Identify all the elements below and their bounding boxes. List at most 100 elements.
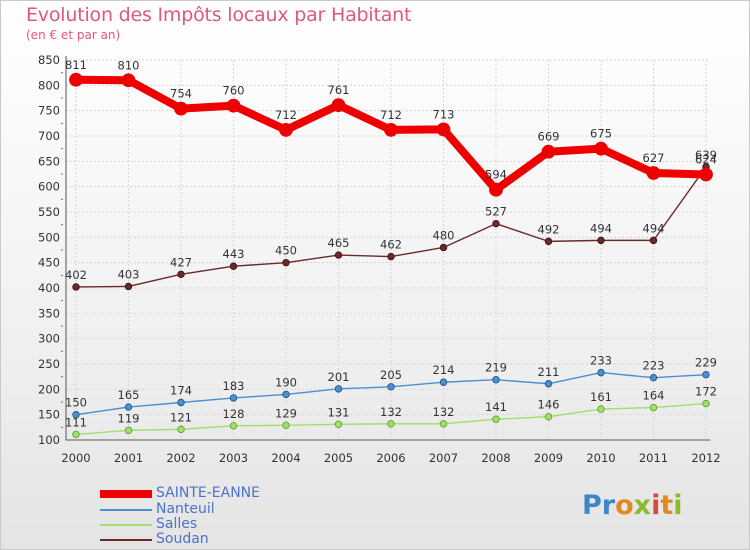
data-point xyxy=(334,385,343,393)
data-label: 443 xyxy=(223,247,245,261)
y-tick-label: 350 xyxy=(38,306,60,320)
y-tick-label: 550 xyxy=(38,205,60,219)
x-tick-label: 2004 xyxy=(271,451,300,465)
data-label: 214 xyxy=(433,363,455,377)
data-label: 713 xyxy=(433,107,455,121)
x-tick-label: 2002 xyxy=(166,451,195,465)
y-tick-label: 450 xyxy=(38,256,60,270)
y-tick-label: 100 xyxy=(38,433,60,447)
data-label: 233 xyxy=(590,354,612,368)
data-point xyxy=(597,236,605,245)
data-point xyxy=(282,421,290,430)
data-label: 594 xyxy=(485,168,507,182)
data-point xyxy=(541,144,556,159)
data-point xyxy=(439,378,448,386)
data-point xyxy=(121,73,136,88)
data-point xyxy=(331,98,346,112)
data-label: 403 xyxy=(118,267,140,281)
data-point xyxy=(387,252,395,261)
chart-subtitle: (en € et par an) xyxy=(26,28,121,42)
data-label: 111 xyxy=(65,415,87,429)
y-tick-label: 750 xyxy=(38,104,60,118)
data-point xyxy=(72,283,80,291)
y-tick-label: 600 xyxy=(38,180,60,194)
data-label: 161 xyxy=(590,390,612,404)
legend-swatch xyxy=(100,509,152,511)
data-label: 229 xyxy=(695,356,717,370)
data-point xyxy=(544,412,553,421)
data-label: 494 xyxy=(643,221,665,235)
data-point xyxy=(282,390,290,399)
data-label: 174 xyxy=(170,384,192,398)
data-point xyxy=(646,166,661,180)
y-tick-label: 800 xyxy=(38,78,60,92)
data-label: 131 xyxy=(328,405,350,419)
data-point xyxy=(597,405,605,413)
y-tick-label: 400 xyxy=(38,281,60,295)
data-point xyxy=(384,123,398,137)
data-point xyxy=(492,376,500,384)
data-point xyxy=(597,368,605,377)
data-point xyxy=(492,415,500,423)
data-point xyxy=(229,422,238,430)
data-point xyxy=(492,219,500,228)
data-label: 639 xyxy=(695,148,717,162)
data-label: 205 xyxy=(380,368,402,382)
data-label: 675 xyxy=(590,127,612,141)
data-label: 132 xyxy=(380,405,402,419)
data-point xyxy=(177,398,185,407)
data-point xyxy=(177,270,185,279)
x-tick-label: 2011 xyxy=(639,451,668,465)
data-label: 462 xyxy=(380,238,402,252)
data-point xyxy=(334,420,343,428)
data-label: 128 xyxy=(223,407,245,421)
data-label: 402 xyxy=(65,268,87,282)
data-label: 492 xyxy=(538,222,560,236)
data-label: 494 xyxy=(590,221,612,235)
data-point xyxy=(699,167,713,182)
data-label: 172 xyxy=(695,385,717,399)
data-label: 761 xyxy=(328,83,350,97)
x-tick-label: 2003 xyxy=(219,451,248,465)
x-tick-label: 2010 xyxy=(586,451,615,465)
data-label: 811 xyxy=(65,58,87,72)
legend-label: Soudan xyxy=(156,531,209,547)
data-point xyxy=(334,251,343,259)
data-label: 164 xyxy=(643,389,665,403)
data-label: 119 xyxy=(118,411,140,425)
data-point xyxy=(489,182,503,197)
data-point xyxy=(177,425,185,434)
data-label: 121 xyxy=(170,410,192,424)
legend-swatch xyxy=(100,539,152,541)
data-point xyxy=(229,394,238,402)
data-label: 480 xyxy=(433,228,455,242)
data-point xyxy=(702,370,710,379)
data-point xyxy=(69,72,83,87)
data-label: 627 xyxy=(643,151,665,165)
data-point xyxy=(387,383,395,391)
data-point xyxy=(439,420,448,428)
data-point xyxy=(124,426,133,435)
legend-swatch xyxy=(100,490,152,498)
data-point xyxy=(72,410,80,419)
proxiti-logo: Proxiti xyxy=(582,490,683,521)
data-point xyxy=(649,236,658,245)
chart-title: Evolution des Impôts locaux par Habitant xyxy=(26,4,412,26)
x-tick-label: 2008 xyxy=(481,451,510,465)
x-tick-label: 2006 xyxy=(376,451,405,465)
y-tick-label: 500 xyxy=(38,230,60,244)
data-label: 223 xyxy=(643,359,665,373)
data-point xyxy=(124,403,133,411)
data-label: 669 xyxy=(538,130,560,144)
data-point xyxy=(649,403,658,412)
data-label: 132 xyxy=(433,405,455,419)
data-point xyxy=(594,141,608,156)
data-point xyxy=(544,237,553,246)
data-point xyxy=(174,101,188,116)
legend-label: Salles xyxy=(156,516,198,532)
data-label: 427 xyxy=(170,255,192,269)
y-tick-label: 300 xyxy=(38,332,60,346)
y-tick-label: 150 xyxy=(38,408,60,422)
y-tick-label: 700 xyxy=(38,129,60,143)
